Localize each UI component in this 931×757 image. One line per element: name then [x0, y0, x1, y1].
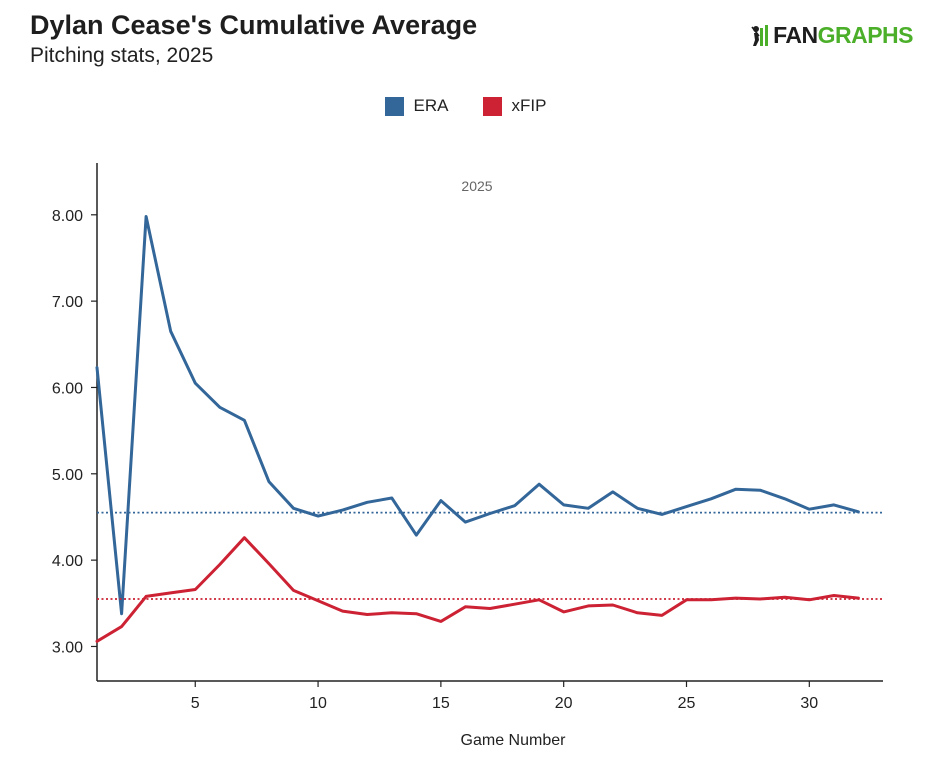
y-tick-label: 7.00 — [52, 294, 83, 311]
x-tick-label: 10 — [309, 695, 327, 712]
logo-graphs-text: GRAPHS — [817, 22, 914, 48]
chart-subtitle: Pitching stats, 2025 — [30, 44, 214, 67]
chart-title: Dylan Cease's Cumulative Average — [30, 10, 478, 40]
x-axis-label: Game Number — [460, 732, 566, 749]
y-tick-label: 8.00 — [52, 208, 83, 225]
y-tick-label: 3.00 — [52, 639, 83, 656]
fangraphs-logo[interactable]: FAN GRAPHS — [751, 22, 914, 49]
season-label: 2025 — [461, 178, 492, 194]
legend-item-xfip[interactable]: xFIP — [482, 96, 547, 116]
legend-label-xfip: xFIP — [511, 96, 547, 115]
xfip-series-line — [95, 536, 860, 643]
chart-legend: ERA xFIP — [0, 96, 931, 116]
era-series-line — [95, 215, 860, 616]
y-tick-label: 6.00 — [52, 380, 83, 397]
legend-swatch-era — [384, 96, 404, 116]
x-tick-label: 30 — [800, 695, 818, 712]
x-tick-label: 20 — [555, 695, 573, 712]
batter-icon — [751, 24, 769, 46]
legend-swatch-xfip — [482, 96, 502, 116]
legend-label-era: ERA — [413, 96, 449, 115]
legend-item-era[interactable]: ERA — [384, 96, 449, 116]
x-tick-label: 15 — [432, 695, 450, 712]
y-tick-label: 4.00 — [52, 553, 83, 570]
x-tick-label: 5 — [191, 695, 200, 712]
x-tick-label: 25 — [678, 695, 696, 712]
logo-fan-text: FAN — [773, 22, 818, 48]
y-tick-label: 5.00 — [52, 467, 83, 484]
